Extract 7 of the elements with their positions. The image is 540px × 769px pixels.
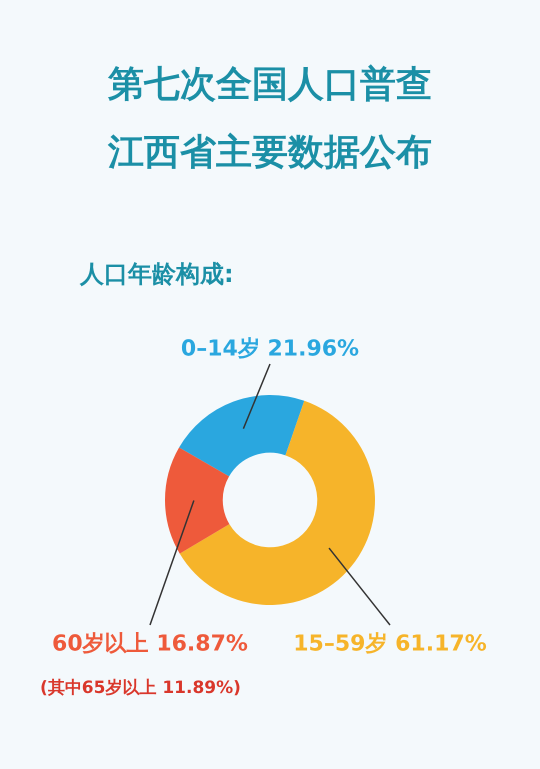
chart-title: 第七次全国人口普查 xyxy=(107,63,433,107)
slice-label: 60岁以上 16.87% xyxy=(52,632,248,657)
text: 人口年龄构成: xyxy=(80,259,234,290)
text: (其中65岁以上 11.89%) xyxy=(40,677,241,699)
chart-subtitle: 江西省主要数据公布 xyxy=(106,131,433,175)
slice-label: 15–59岁 61.17% xyxy=(293,632,487,657)
slice-label: 0–14岁 21.96% xyxy=(180,336,360,362)
